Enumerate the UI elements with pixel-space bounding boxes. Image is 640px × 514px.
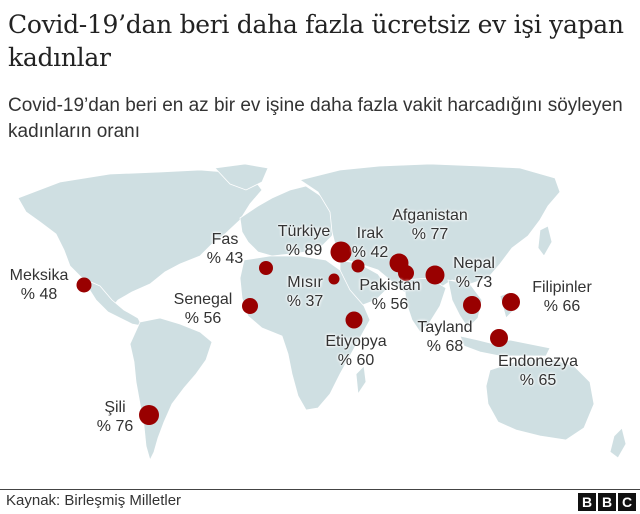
japan bbox=[537, 225, 553, 257]
logo-letter: B bbox=[598, 493, 616, 511]
label-meksika: Meksika % 48 bbox=[4, 266, 74, 304]
country-name: Pakistan bbox=[359, 277, 421, 294]
bubble-meksika[interactable] bbox=[76, 277, 92, 293]
label-fas: Fas % 43 bbox=[200, 230, 250, 268]
bubble-senegal[interactable] bbox=[242, 298, 258, 314]
bubble-misir[interactable] bbox=[328, 273, 340, 285]
country-value: % 65 bbox=[519, 372, 557, 389]
country-value: % 56 bbox=[371, 296, 409, 313]
bubble-etiyopya[interactable] bbox=[345, 311, 363, 329]
country-value: % 76 bbox=[96, 418, 134, 435]
bubble-filipinler[interactable] bbox=[502, 293, 520, 311]
source-note: Kaynak: Birleşmiş Milletler bbox=[6, 492, 182, 509]
bubble-fas[interactable] bbox=[259, 261, 273, 275]
bubble-irak[interactable] bbox=[351, 259, 365, 273]
country-name: Fas bbox=[211, 231, 239, 248]
country-name: Filipinler bbox=[532, 279, 592, 296]
country-name: Nepal bbox=[453, 255, 495, 272]
country-value: % 68 bbox=[426, 338, 464, 355]
label-pakistan: Pakistan % 56 bbox=[352, 276, 428, 314]
country-name: Şili bbox=[104, 399, 126, 416]
country-value: % 73 bbox=[455, 274, 493, 291]
europe-landmass bbox=[239, 185, 337, 257]
bbc-logo: B B C bbox=[578, 493, 636, 511]
label-afganistan: Afganistan % 77 bbox=[382, 206, 478, 244]
label-sili: Şili % 76 bbox=[92, 398, 138, 436]
bubble-endonezya[interactable] bbox=[490, 329, 508, 347]
country-value: % 66 bbox=[543, 298, 581, 315]
logo-letter: B bbox=[578, 493, 596, 511]
label-filipinler: Filipinler % 66 bbox=[524, 278, 600, 316]
label-senegal: Senegal % 56 bbox=[168, 290, 238, 328]
country-name: Endonezya bbox=[497, 353, 579, 370]
country-name: Türkiye bbox=[277, 223, 331, 240]
country-name: Etiyopya bbox=[325, 333, 387, 350]
world-map bbox=[17, 163, 627, 462]
africa-landmass bbox=[239, 255, 371, 411]
page-title: Covid-19’dan beri daha fazla ücretsiz ev… bbox=[8, 10, 624, 72]
country-name: Irak bbox=[356, 225, 384, 242]
country-value: % 56 bbox=[184, 310, 222, 327]
country-name: Tayland bbox=[417, 319, 473, 336]
country-value: % 43 bbox=[206, 250, 244, 267]
label-misir: Mısır % 37 bbox=[280, 273, 330, 311]
bubble-turkiye[interactable] bbox=[330, 241, 352, 263]
bubble-nepal[interactable] bbox=[425, 265, 445, 285]
bubble-pakistan[interactable] bbox=[398, 265, 414, 281]
country-value: % 60 bbox=[337, 352, 375, 369]
south-america-landmass bbox=[129, 317, 213, 462]
madagascar bbox=[355, 365, 367, 396]
label-turkiye: Türkiye % 89 bbox=[274, 222, 334, 260]
country-name: Senegal bbox=[173, 291, 233, 308]
logo-letter: C bbox=[618, 493, 636, 511]
country-value: % 89 bbox=[285, 242, 323, 259]
australia-landmass bbox=[485, 357, 595, 441]
north-america-landmass bbox=[17, 169, 263, 313]
label-nepal: Nepal % 73 bbox=[448, 254, 500, 292]
country-name: Mısır bbox=[287, 274, 323, 291]
label-tayland: Tayland % 68 bbox=[412, 318, 478, 356]
country-value: % 48 bbox=[20, 286, 58, 303]
label-irak: Irak % 42 bbox=[346, 224, 394, 262]
footer-divider bbox=[0, 489, 640, 490]
country-name: Meksika bbox=[9, 267, 69, 284]
label-endonezya: Endonezya % 65 bbox=[490, 352, 586, 390]
country-value: % 42 bbox=[351, 244, 389, 261]
new-zealand bbox=[609, 427, 627, 459]
bubble-tayland[interactable] bbox=[463, 296, 481, 314]
label-etiyopya: Etiyopya % 60 bbox=[318, 332, 394, 370]
page-subtitle: Covid-19’dan beri en az bir ev işine dah… bbox=[8, 95, 623, 142]
bubble-sili[interactable] bbox=[139, 405, 159, 425]
country-value: % 37 bbox=[286, 293, 324, 310]
country-name: Afganistan bbox=[392, 207, 468, 224]
country-value: % 77 bbox=[411, 226, 449, 243]
greenland bbox=[214, 163, 269, 191]
